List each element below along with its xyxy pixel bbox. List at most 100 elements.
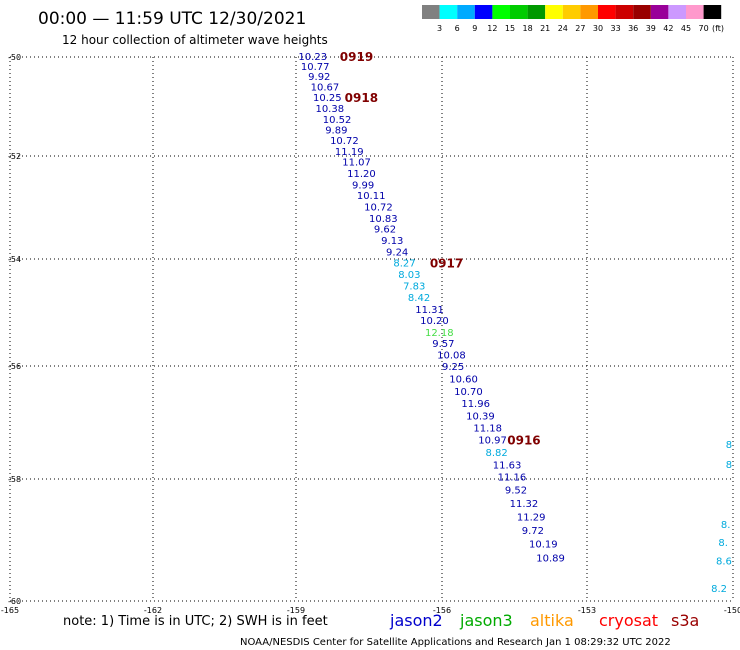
legend-label: 12	[487, 24, 497, 33]
legend-swatch	[633, 5, 651, 19]
wave-height-label: 8.03	[398, 270, 420, 281]
chart-subtitle: 12 hour collection of altimeter wave hei…	[62, 33, 328, 47]
wave-height-label: 8.	[718, 538, 728, 549]
legend-label: 27	[575, 24, 585, 33]
x-tick-label: -150	[724, 606, 740, 615]
legend-label: 21	[540, 24, 550, 33]
x-tick-label: -165	[1, 606, 19, 615]
pass-time-label: 0917	[430, 256, 463, 270]
wave-height-label: 8	[726, 440, 732, 451]
wave-height-label: 10.38	[315, 104, 344, 115]
wave-height-label: 10.11	[357, 191, 386, 202]
legend-swatch	[703, 5, 722, 19]
wave-height-label: 9.89	[325, 125, 347, 136]
wave-height-label: 10.52	[323, 115, 352, 126]
wave-height-label: 11.07	[342, 158, 371, 169]
wave-height-label: 12.18	[425, 328, 454, 339]
legend-swatch	[527, 5, 546, 19]
wave-height-label: 10.08	[437, 350, 466, 361]
satellite-legend-item: cryosat	[599, 611, 658, 630]
wave-height-label: 10.72	[330, 136, 359, 147]
legend-label: 30	[593, 24, 603, 33]
wave-height-label: 7.83	[403, 281, 425, 292]
wave-height-label: 11.16	[498, 472, 527, 483]
wave-height-label: 11.19	[335, 147, 364, 158]
wave-height-label: 8.	[721, 520, 731, 531]
wave-height-label: 8.6	[716, 556, 732, 567]
wave-height-label: 10.19	[529, 539, 558, 550]
wave-height-label: 11.96	[461, 399, 490, 410]
legend-label: 33	[611, 24, 621, 33]
x-tick-label: -159	[287, 606, 305, 615]
wave-height-label: 11.63	[493, 460, 522, 471]
legend-swatch	[668, 5, 686, 19]
wave-height-label: 10.25	[313, 93, 342, 104]
satellite-legend-item: jason2	[389, 611, 443, 630]
legend-swatch	[474, 5, 493, 19]
wave-height-label: 11.31	[415, 305, 444, 316]
legend-swatch	[686, 5, 704, 19]
legend-label: 15	[505, 24, 515, 33]
wave-height-label: 10.70	[454, 387, 483, 398]
legend-swatch	[545, 5, 563, 19]
legend-swatch	[562, 5, 581, 19]
wave-height-label: 11.29	[517, 512, 546, 523]
y-tick-label: -50	[8, 53, 21, 62]
wave-height-label: 9.92	[308, 72, 330, 83]
wave-height-label: 9.57	[432, 339, 454, 350]
color-scale-legend: 3 6 9 12 15 18 21 24 27 30 33 36 39 42 45 70 (ft)	[422, 5, 724, 33]
legend-label: 42	[663, 24, 673, 33]
wave-height-label: 8.42	[408, 293, 430, 304]
wave-height-label: 9.24	[386, 247, 408, 258]
wave-height-label: 10.83	[369, 214, 398, 225]
satellite-legend: jason2 jason3 altika cryosat s3a	[389, 611, 699, 630]
y-tick-label: -60	[8, 597, 21, 606]
legend-swatch	[598, 5, 616, 19]
wave-height-label: 10.39	[466, 411, 495, 422]
wave-height-label: 9.72	[522, 526, 544, 537]
legend-label: 24	[558, 24, 568, 33]
pass-time-label: 0916	[507, 434, 540, 448]
legend-swatch	[510, 5, 528, 19]
legend-swatch	[492, 5, 510, 19]
wave-height-label: 10.20	[420, 316, 449, 327]
legend-unit: (ft)	[712, 24, 724, 33]
wave-height-label: 11.20	[347, 169, 376, 180]
legend-label: 3	[437, 24, 442, 33]
wave-height-label: 9.99	[352, 180, 374, 191]
wave-height-label: 8.82	[486, 448, 508, 459]
satellite-legend-item: jason3	[459, 611, 513, 630]
wave-height-label: 8.27	[393, 258, 415, 269]
x-tick-label: -162	[144, 606, 162, 615]
legend-label: 45	[681, 24, 691, 33]
pass-time-label: 0919	[340, 50, 373, 64]
y-tick-label: -52	[8, 152, 21, 161]
wave-height-label: 10.77	[301, 62, 330, 73]
wave-height-label: 10.60	[449, 375, 478, 386]
legend-swatch	[439, 5, 458, 19]
wave-height-label: 10.23	[298, 52, 327, 63]
wave-height-label: 10.89	[536, 553, 565, 564]
plot-area: -165 -162 -159 -156 -153 -150 -50 -52 -54 -56 -58 -…	[1, 50, 740, 615]
legend-swatch	[615, 5, 634, 19]
legend-label: 9	[472, 24, 477, 33]
wave-height-label: 9.52	[505, 486, 527, 497]
pass-time-label: 0918	[345, 91, 378, 105]
wave-height-label: 11.18	[473, 424, 502, 435]
x-tick-label: -156	[433, 606, 451, 615]
legend-swatch	[422, 5, 440, 19]
wave-height-label: 9.25	[442, 362, 464, 373]
y-tick-label: -56	[8, 362, 21, 371]
wave-height-label: 10.97	[478, 436, 507, 447]
wave-height-label: 9.62	[374, 225, 396, 236]
legend-label: 39	[646, 24, 656, 33]
credit-text: NOAA/NESDIS Center for Satellite Applica…	[240, 637, 671, 648]
wave-height-label: 10.67	[311, 83, 340, 94]
y-tick-label: -54	[8, 255, 21, 264]
legend-swatch	[457, 5, 475, 19]
legend-label: 6	[455, 24, 460, 33]
wave-height-label: 8.2	[711, 584, 727, 595]
legend-label: 36	[628, 24, 638, 33]
wave-height-label: 10.72	[364, 203, 393, 214]
